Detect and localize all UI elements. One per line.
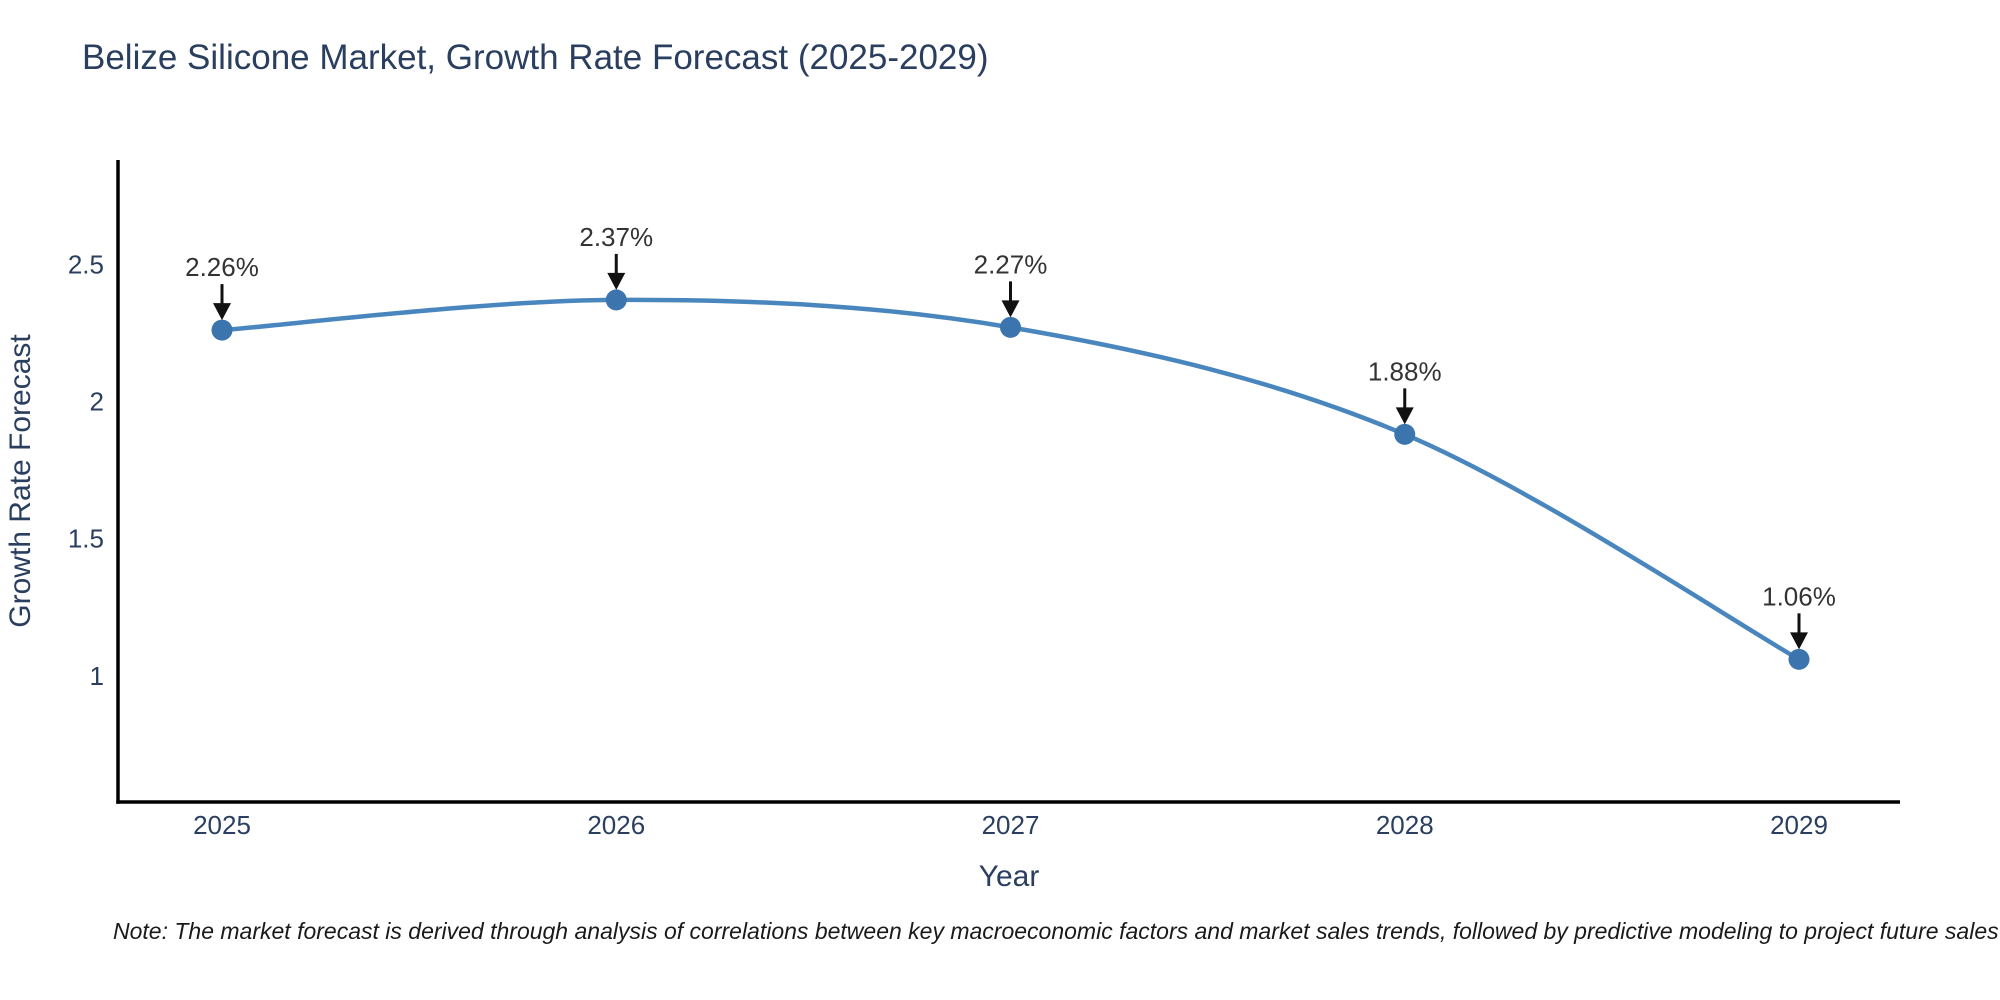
y-tick-label-1: 1: [90, 661, 104, 691]
y-tick-label-2: 2: [90, 386, 104, 416]
y-axis-title: Growth Rate Forecast: [4, 334, 37, 628]
annotation-label-2027: 2.27%: [974, 249, 1048, 279]
line-series: [221, 297, 1801, 662]
chart-title: Belize Silicone Market, Growth Rate Fore…: [82, 38, 989, 77]
annotations-group: 2.26% 2.37% 2.27% 1.88% 1.06%: [185, 222, 1836, 650]
series-group: [211, 289, 1810, 670]
annotation-label-2028: 1.88%: [1368, 356, 1442, 386]
annotation-label-2029: 1.06%: [1762, 581, 1836, 611]
y-tick-label-2.5: 2.5: [68, 249, 104, 279]
x-tick-label-2026: 2026: [587, 810, 645, 840]
annotation-arrowhead-2026: [607, 272, 626, 290]
footnote: Note: The market forecast is derived thr…: [113, 918, 1999, 944]
data-point-2026[interactable]: [605, 289, 627, 311]
annotation-label-2026: 2.37%: [579, 222, 653, 252]
data-point-2027[interactable]: [1000, 316, 1021, 338]
annotation-label-2025: 2.26%: [185, 252, 259, 282]
annotation-arrowhead-2025: [213, 303, 231, 321]
y-tick-label-1.5: 1.5: [68, 524, 104, 554]
x-axis-title: Year: [979, 860, 1040, 893]
x-tick-label-2027: 2027: [982, 810, 1040, 840]
x-tick-label-2029: 2029: [1770, 810, 1828, 840]
annotation-arrowhead-2029: [1790, 632, 1808, 650]
data-point-2025[interactable]: [211, 319, 233, 341]
data-point-2029[interactable]: [1788, 648, 1810, 670]
x-tick-label-2028: 2028: [1376, 810, 1434, 840]
axes-group: 1 1.5 2 2.5 2025 2026 2027 2028 2029 Year Growth R…: [4, 160, 1900, 893]
annotation-arrowhead-2028: [1395, 407, 1414, 425]
data-point-2028[interactable]: [1394, 423, 1416, 445]
x-tick-label-2025: 2025: [193, 810, 251, 840]
annotation-arrowhead-2027: [1001, 300, 1020, 318]
